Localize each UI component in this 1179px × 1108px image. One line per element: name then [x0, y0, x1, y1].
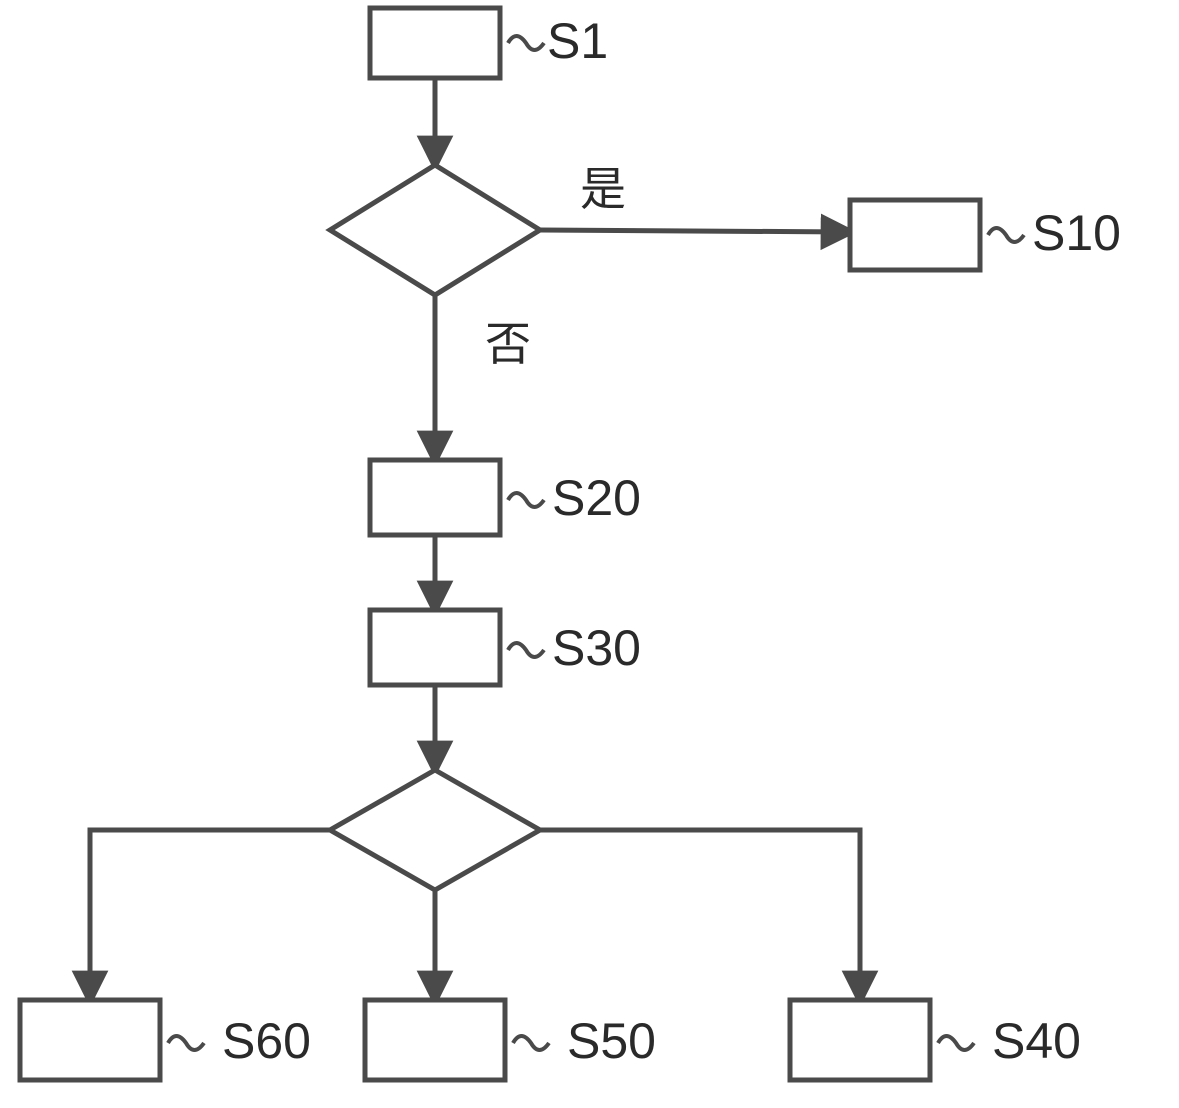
edge-label-1: 是 — [580, 163, 626, 215]
node-S40 — [790, 1000, 930, 1080]
lead-line-S30 — [508, 643, 544, 657]
edge-7 — [540, 830, 860, 1000]
lead-line-S40 — [938, 1036, 974, 1050]
nodes-layer: S1 S10 S20 S30 S60 S50 S40 — [20, 8, 1121, 1080]
node-D1 — [330, 165, 540, 295]
edge-5 — [90, 830, 330, 1000]
lead-line-S20 — [508, 493, 544, 507]
node-S20 — [370, 460, 500, 535]
node-S30 — [370, 610, 500, 685]
node-D2 — [330, 770, 540, 890]
node-label-S20: S20 — [552, 470, 641, 526]
node-S50 — [365, 1000, 505, 1080]
lead-line-S60 — [168, 1036, 204, 1050]
node-S1 — [370, 8, 500, 78]
node-label-S1: S1 — [547, 13, 608, 69]
lead-line-S10 — [988, 228, 1024, 242]
node-label-S40: S40 — [992, 1013, 1081, 1069]
node-label-S50: S50 — [567, 1013, 656, 1069]
node-label-S30: S30 — [552, 620, 641, 676]
edge-label-2: 否 — [485, 318, 531, 370]
node-label-S60: S60 — [222, 1013, 311, 1069]
lead-line-S1 — [508, 36, 544, 50]
node-label-S10: S10 — [1032, 205, 1121, 261]
node-S10 — [850, 200, 980, 270]
edge-1 — [540, 230, 850, 232]
node-S60 — [20, 1000, 160, 1080]
lead-line-S50 — [513, 1036, 549, 1050]
